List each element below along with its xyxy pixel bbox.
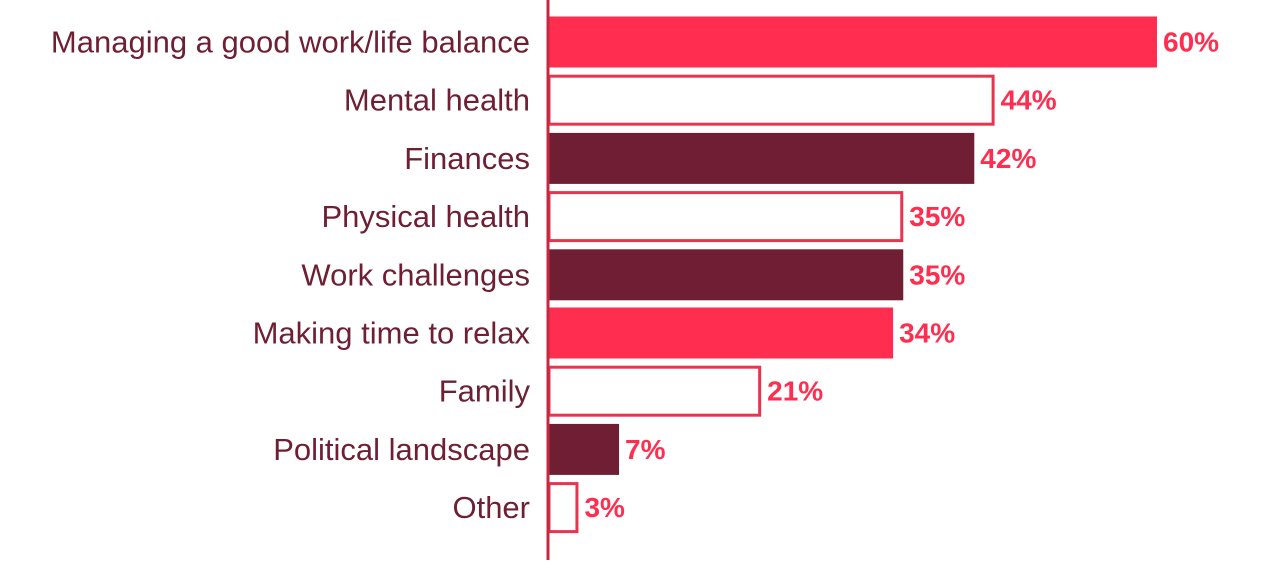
category-label: Finances — [404, 141, 530, 176]
bar-2 — [548, 132, 975, 184]
category-label: Political landscape — [273, 432, 530, 467]
value-label: 21% — [767, 376, 823, 407]
bar-1 — [547, 74, 995, 126]
category-label: Work challenges — [301, 257, 530, 292]
value-label: 3% — [584, 492, 625, 523]
value-label: 35% — [909, 259, 965, 290]
value-label: 60% — [1163, 27, 1219, 58]
category-label: Other — [452, 490, 530, 525]
value-label: 7% — [625, 434, 666, 465]
value-label: 42% — [980, 143, 1036, 174]
category-label: Family — [439, 374, 531, 409]
bar-6 — [547, 365, 762, 417]
bar-7 — [548, 423, 620, 475]
bar-5 — [548, 307, 894, 359]
value-label: 44% — [1001, 85, 1057, 116]
category-label: Making time to relax — [253, 316, 531, 351]
value-label: 34% — [899, 318, 955, 349]
bar-8 — [547, 482, 579, 534]
category-label: Physical health — [321, 199, 530, 234]
value-label: 35% — [909, 201, 965, 232]
bar-3 — [547, 191, 904, 243]
bar-0 — [548, 16, 1157, 68]
category-label: Mental health — [344, 83, 530, 118]
category-label: Managing a good work/life balance — [51, 25, 530, 60]
bar-4 — [548, 249, 904, 301]
